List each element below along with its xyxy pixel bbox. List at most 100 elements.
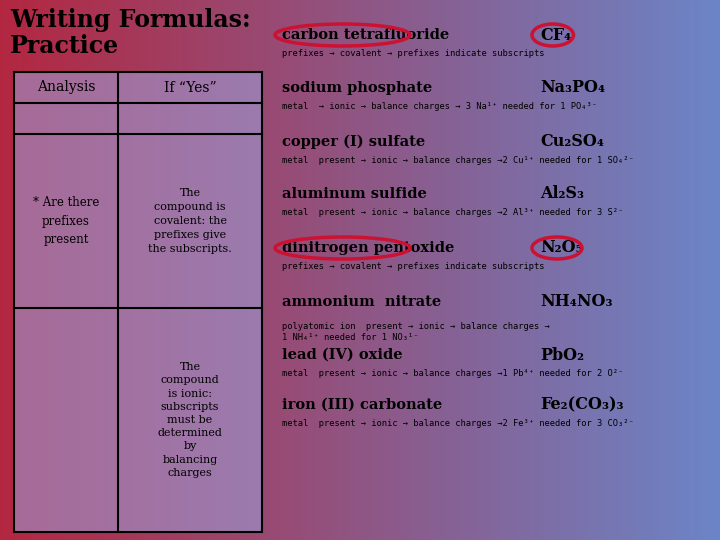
Bar	[340, 0, 343, 540]
Bar	[98, 0, 101, 540]
Bar	[92, 0, 95, 540]
Bar	[342, 0, 345, 540]
Bar	[500, 0, 503, 540]
Bar	[630, 0, 633, 540]
Bar	[194, 0, 197, 540]
Bar	[504, 0, 507, 540]
Bar	[594, 0, 597, 540]
Bar	[350, 0, 353, 540]
Bar	[678, 0, 681, 540]
Bar	[356, 0, 359, 540]
Bar	[416, 0, 419, 540]
Bar	[178, 0, 181, 540]
Text: iron (III) carbonate: iron (III) carbonate	[282, 398, 442, 412]
Bar	[268, 0, 271, 540]
Bar	[408, 0, 411, 540]
Bar	[298, 0, 301, 540]
Bar	[344, 0, 347, 540]
Bar	[538, 0, 541, 540]
Bar	[574, 0, 577, 540]
Bar	[428, 0, 431, 540]
Bar	[454, 0, 457, 540]
Bar	[252, 0, 255, 540]
Bar	[618, 0, 621, 540]
Bar	[358, 0, 361, 540]
Bar	[88, 0, 91, 540]
Bar	[716, 0, 719, 540]
Bar	[508, 0, 511, 540]
Text: The
compound
is ionic:
subscripts
must be
determined
by
balancing
charges: The compound is ionic: subscripts must b…	[158, 362, 222, 478]
Bar	[400, 0, 403, 540]
Text: Practice: Practice	[10, 34, 119, 58]
Text: Al₂S₃: Al₂S₃	[540, 186, 584, 202]
Bar	[246, 0, 249, 540]
Bar	[670, 0, 673, 540]
Bar	[62, 0, 65, 540]
Bar	[6, 0, 9, 540]
Bar	[332, 0, 335, 540]
Bar	[544, 0, 547, 540]
Bar	[636, 0, 639, 540]
Bar	[596, 0, 599, 540]
Bar	[684, 0, 687, 540]
Bar	[496, 0, 499, 540]
Bar	[700, 0, 703, 540]
Bar	[434, 0, 437, 540]
Bar	[258, 0, 261, 540]
Bar	[590, 0, 593, 540]
Bar	[208, 0, 211, 540]
Bar	[570, 0, 573, 540]
Bar	[672, 0, 675, 540]
Bar	[108, 0, 111, 540]
Bar	[240, 0, 243, 540]
Bar	[516, 0, 519, 540]
Bar	[632, 0, 635, 540]
Bar	[444, 0, 447, 540]
Bar	[314, 0, 317, 540]
Bar	[14, 72, 262, 532]
Bar	[242, 0, 245, 540]
Bar	[452, 0, 455, 540]
Bar	[682, 0, 685, 540]
Bar	[690, 0, 693, 540]
Bar	[654, 0, 657, 540]
Bar	[586, 0, 589, 540]
Bar	[708, 0, 711, 540]
Bar	[414, 0, 417, 540]
Text: NH₄NO₃: NH₄NO₃	[540, 294, 613, 310]
Bar	[236, 0, 239, 540]
Bar	[346, 0, 349, 540]
Bar	[312, 0, 315, 540]
Bar	[20, 0, 23, 540]
Bar	[354, 0, 357, 540]
Bar	[122, 0, 125, 540]
Bar	[130, 0, 133, 540]
Bar	[104, 0, 107, 540]
Bar	[476, 0, 479, 540]
Bar	[664, 0, 667, 540]
Bar	[152, 0, 155, 540]
Bar	[404, 0, 407, 540]
Bar	[324, 0, 327, 540]
Bar	[294, 0, 297, 540]
Bar	[192, 0, 195, 540]
Bar	[26, 0, 29, 540]
Text: lead (IV) oxide: lead (IV) oxide	[282, 348, 402, 362]
Bar	[270, 0, 273, 540]
Bar	[204, 0, 207, 540]
Bar	[190, 0, 193, 540]
Text: carbon tetrafluoride: carbon tetrafluoride	[282, 28, 449, 42]
Bar	[660, 0, 663, 540]
Bar	[182, 0, 185, 540]
Bar	[186, 0, 189, 540]
Bar	[330, 0, 333, 540]
Bar	[546, 0, 549, 540]
Bar	[564, 0, 567, 540]
Bar	[576, 0, 579, 540]
Bar	[680, 0, 683, 540]
Bar	[28, 0, 31, 540]
Bar	[184, 0, 187, 540]
Bar	[474, 0, 477, 540]
Bar	[44, 0, 47, 540]
Bar	[456, 0, 459, 540]
